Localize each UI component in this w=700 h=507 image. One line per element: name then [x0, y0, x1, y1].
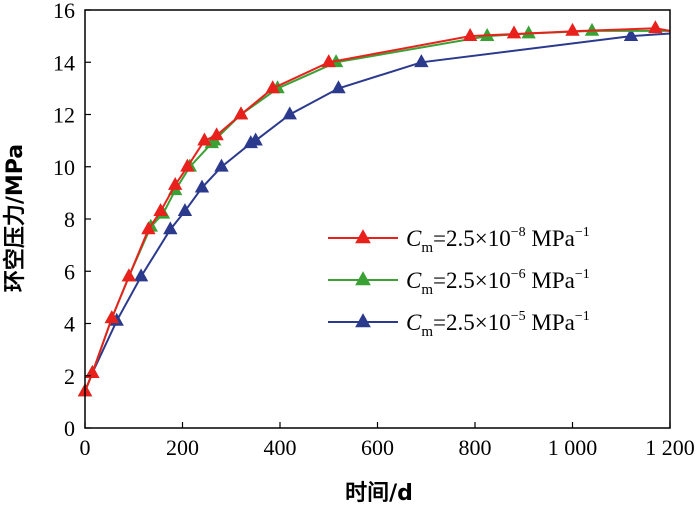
x-tick-label: 0: [80, 435, 91, 460]
data-point: [565, 22, 580, 36]
data-point: [648, 20, 663, 34]
x-tick-label: 200: [166, 435, 199, 460]
legend-label: Cm=2.5×10−5 MPa−1: [406, 309, 590, 340]
x-tick-label: 600: [361, 435, 394, 460]
x-tick-label: 1 000: [548, 435, 598, 460]
legend-label-exp: −8: [511, 225, 526, 240]
data-point: [153, 203, 168, 217]
y-tick-label: 16: [53, 0, 75, 23]
data-point: [521, 25, 536, 39]
plot-frame: [84, 9, 671, 429]
data-point: [282, 106, 297, 120]
legend-label-C: C: [406, 310, 422, 335]
legend: Cm=2.5×10−8 MPa−1Cm=2.5×10−6 MPa−1Cm=2.5…: [328, 225, 590, 340]
y-axis-title: 环空压力/MPa: [2, 144, 28, 292]
legend-label-unit: MPa: [526, 226, 575, 251]
data-point: [141, 221, 156, 235]
y-tick-label: 12: [53, 103, 75, 128]
legend-marker: [355, 229, 371, 244]
data-point: [197, 132, 212, 146]
data-point: [248, 132, 263, 146]
y-tick-label: 8: [64, 207, 75, 232]
data-point: [180, 158, 195, 172]
data-point: [163, 221, 178, 235]
data-point: [321, 54, 336, 68]
legend-label-exp: −6: [511, 267, 526, 282]
data-point: [331, 80, 346, 94]
y-tick-label: 4: [64, 312, 75, 337]
data-point: [214, 158, 229, 172]
legend-label-C: C: [406, 268, 422, 293]
legend-marker: [355, 313, 371, 328]
data-point: [194, 179, 210, 193]
legend-label-sub: m: [421, 240, 433, 256]
legend-label-unit_exp: −1: [575, 309, 590, 324]
legend-label-sub: m: [421, 324, 433, 340]
legend-label-exp: −5: [511, 309, 526, 324]
legend-entry-1: Cm=2.5×10−8 MPa−1: [328, 225, 590, 256]
data-point: [209, 127, 224, 141]
y-tick-label: 10: [53, 155, 75, 180]
series-line: [84, 29, 670, 392]
x-tick-label: 400: [264, 435, 297, 460]
legend-entry-3: Cm=2.5×10−5 MPa−1: [328, 309, 590, 340]
legend-marker: [355, 271, 371, 286]
series-line: [84, 32, 671, 392]
x-tick-label: 1 200: [645, 435, 695, 460]
data-point: [265, 80, 280, 94]
series-1: [77, 20, 671, 397]
series-2: [77, 22, 670, 397]
data-point: [414, 54, 429, 68]
legend-entry-2: Cm=2.5×10−6 MPa−1: [328, 267, 590, 298]
y-tick-label: 14: [53, 50, 75, 75]
series-line: [84, 27, 671, 392]
data-point: [168, 176, 183, 190]
legend-label-unit_exp: −1: [575, 267, 590, 282]
series-3: [77, 28, 671, 397]
data-point: [104, 310, 119, 324]
data-point: [133, 268, 149, 282]
legend-label-unit_exp: −1: [575, 225, 590, 240]
y-tick-label: 6: [64, 259, 75, 284]
legend-label-eq: =2.5×10: [433, 310, 511, 335]
legend-label: Cm=2.5×10−8 MPa−1: [406, 225, 590, 256]
x-axis-title: 时间/d: [345, 481, 413, 506]
x-tick-label: 800: [459, 435, 492, 460]
data-point: [233, 106, 249, 120]
legend-label-unit: MPa: [526, 268, 575, 293]
data-point: [506, 25, 522, 39]
data-point: [623, 28, 639, 41]
legend-label-eq: =2.5×10: [433, 226, 511, 251]
y-tick-label: 0: [64, 416, 75, 441]
data-point: [177, 203, 193, 217]
legend-label: Cm=2.5×10−6 MPa−1: [406, 267, 590, 298]
data-point: [462, 28, 478, 41]
y-tick-label: 2: [64, 364, 75, 389]
data-point: [121, 268, 137, 282]
legend-label-C: C: [406, 226, 422, 251]
axes: 0 200 400 600 800 1 000 1 200 0 2 4 6 8 10 12 14 16: [53, 0, 695, 460]
legend-label-sub: m: [421, 282, 433, 298]
series-layer: [77, 20, 671, 397]
legend-label-eq: =2.5×10: [433, 268, 511, 293]
legend-label-unit: MPa: [526, 310, 575, 335]
data-point: [85, 365, 100, 378]
